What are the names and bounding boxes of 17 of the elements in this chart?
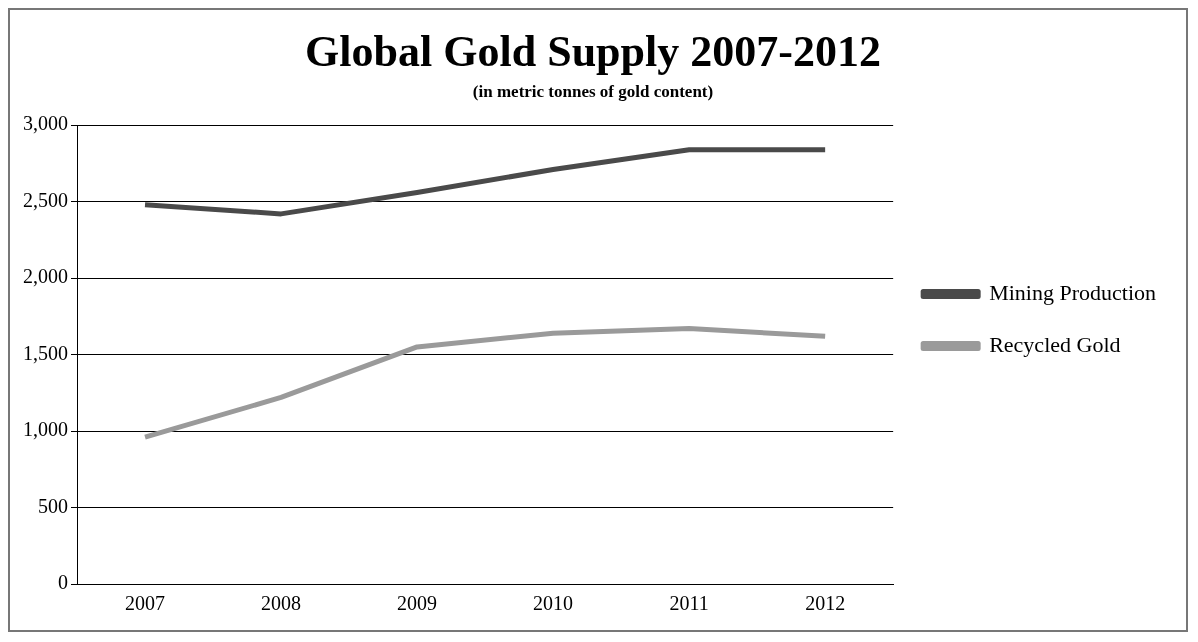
x-tick-label: 2008 [261,592,302,615]
y-tick-label: 1,500 [23,341,68,364]
y-tick-label: 0 [58,571,68,594]
x-tick-label: 2010 [533,592,574,615]
chart-subtitle: (in metric tonnes of gold content) [472,82,714,102]
legend-label: Mining Production [989,279,1157,305]
y-tick-label: 500 [38,494,68,517]
y-tick-label: 1,000 [23,418,68,441]
chart-title: Global Gold Supply 2007-2012 [305,26,881,76]
legend-label: Recycled Gold [989,331,1121,357]
x-tick-label: 2012 [805,592,846,615]
y-tick-label: 3,000 [23,112,68,135]
x-tick-label: 2009 [397,592,438,615]
x-tick-label: 2007 [125,592,166,615]
x-tick-label: 2011 [669,592,709,615]
y-tick-label: 2,500 [23,188,68,211]
y-tick-label: 2,000 [23,265,68,288]
